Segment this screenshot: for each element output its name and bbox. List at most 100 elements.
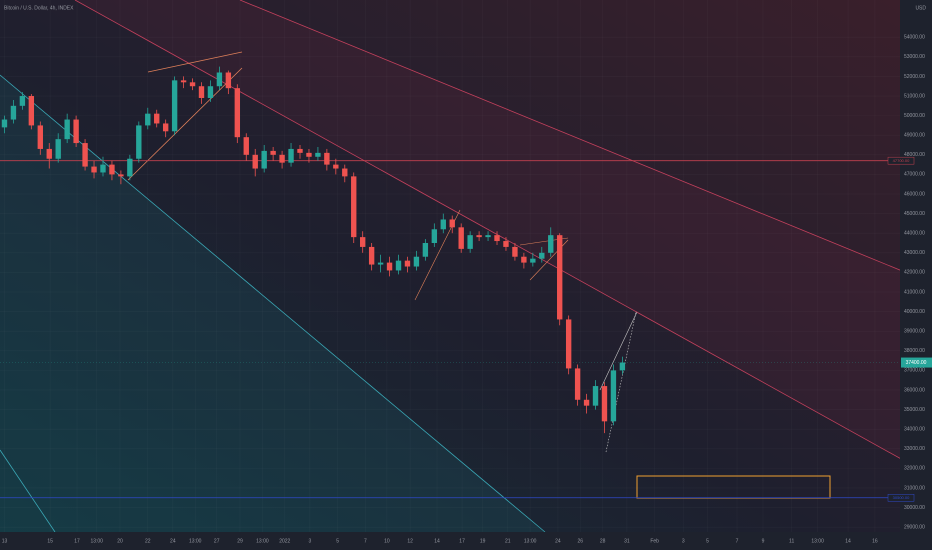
candle-body	[574, 368, 581, 400]
candle-body	[422, 243, 429, 257]
candle-body	[234, 88, 240, 138]
candle-body	[386, 262, 393, 271]
candle-body	[557, 235, 563, 320]
x-tick-label: 14	[434, 538, 440, 544]
candle-body	[521, 256, 527, 263]
trend-line	[0, 74, 546, 533]
candle-body	[351, 176, 357, 238]
candle-body	[530, 258, 536, 263]
y-tick-label: 29000.00	[904, 524, 925, 530]
x-tick-label: 13:00	[811, 538, 824, 544]
x-tick-label: 17	[459, 538, 465, 544]
y-tick-label: 33000.00	[904, 446, 925, 452]
candle-body	[37, 125, 43, 149]
candle-body	[548, 235, 554, 253]
x-tick-label: 11	[789, 538, 794, 544]
candle-body	[1, 119, 8, 128]
candle-body	[207, 86, 214, 98]
candle-body	[154, 113, 160, 124]
candle-body	[476, 235, 482, 238]
x-tick-label: 10	[384, 538, 390, 544]
price-badge	[887, 156, 915, 165]
candle-body	[180, 80, 187, 83]
y-tick-label: 50000.00	[904, 113, 925, 119]
x-tick-label: 2022	[279, 538, 290, 544]
x-tick-label: 5	[336, 538, 339, 544]
candle-body	[28, 96, 35, 126]
candle-body	[136, 125, 142, 159]
candle-body	[467, 235, 473, 249]
price-axis	[900, 0, 932, 550]
candle-body	[342, 168, 348, 177]
candle-body	[82, 143, 88, 167]
y-tick-label: 30000.00	[904, 505, 925, 511]
x-tick-label: 15	[47, 538, 53, 544]
y-tick-label: 49000.00	[904, 133, 925, 139]
currency: USD	[915, 5, 926, 11]
candle-body	[395, 260, 402, 271]
candle-body	[19, 96, 26, 106]
candle-body	[512, 246, 518, 257]
candle-body	[279, 154, 285, 163]
y-tick-label: 42000.00	[904, 270, 925, 276]
y-tick-label: 53000.00	[904, 54, 925, 60]
y-tick-label: 46000.00	[904, 191, 925, 197]
candle-body	[216, 72, 223, 87]
price-badge-label: 47700.00	[893, 158, 910, 163]
x-tick-label: 17	[74, 538, 80, 544]
candle-body	[449, 219, 455, 228]
price-badge-label: 30500.00	[893, 495, 910, 500]
x-tick-label: 9	[762, 538, 765, 544]
candle-body	[261, 150, 267, 169]
candle-body	[333, 164, 339, 169]
price-badge	[887, 494, 915, 502]
x-tick-label: 3	[682, 538, 685, 544]
candle-body	[118, 174, 124, 177]
candle-body	[306, 152, 312, 157]
symbol-title: Bitcoin / U.S. Dollar, 4h, INDEX	[4, 5, 74, 11]
grid	[0, 0, 900, 532]
x-tick-label: 13:00	[256, 538, 269, 544]
y-tick-label: 47000.00	[904, 172, 925, 178]
last-price-badge	[901, 357, 932, 368]
candle-body	[485, 235, 491, 238]
candle-body	[413, 256, 420, 267]
candle-body	[431, 229, 438, 244]
x-tick-label: 12	[407, 538, 413, 544]
x-tick-label: 26	[578, 538, 584, 544]
candle-body	[100, 164, 106, 173]
x-tick-label: 14	[845, 538, 851, 544]
y-tick-label: 35000.00	[904, 407, 925, 413]
candle-body	[404, 260, 411, 267]
y-tick-label: 38000.00	[904, 348, 925, 354]
x-tick-label: 16	[872, 538, 878, 544]
x-tick-label: 27	[214, 538, 220, 544]
x-tick-label: 19	[480, 538, 486, 544]
candle-body	[377, 262, 384, 265]
candle-body	[270, 150, 276, 155]
candle-body	[315, 152, 321, 157]
trend-line	[127, 67, 243, 181]
candle-body	[565, 319, 572, 369]
trend-line	[74, 0, 913, 466]
x-tick-label: 13:00	[90, 538, 103, 544]
x-tick-label: 24	[170, 538, 176, 544]
y-tick-label: 41000.00	[904, 289, 925, 295]
y-tick-label: 44000.00	[904, 231, 925, 237]
candle-body	[288, 148, 294, 163]
candle-body	[109, 164, 115, 175]
y-tick-label: 40000.00	[904, 309, 925, 315]
candle-body	[171, 80, 178, 132]
trend-line	[0, 449, 56, 533]
x-tick-label: 28	[600, 538, 606, 544]
y-tick-label: 34000.00	[904, 427, 925, 433]
y-tick-label: 51000.00	[904, 93, 925, 99]
x-tick-label: 13:00	[189, 538, 202, 544]
x-tick-label: 24	[555, 538, 561, 544]
candle-body	[503, 241, 509, 247]
x-tick-label: 22	[145, 538, 151, 544]
candle-body	[162, 123, 169, 132]
candle-body	[243, 137, 249, 155]
x-tick-label: 21	[505, 538, 511, 544]
